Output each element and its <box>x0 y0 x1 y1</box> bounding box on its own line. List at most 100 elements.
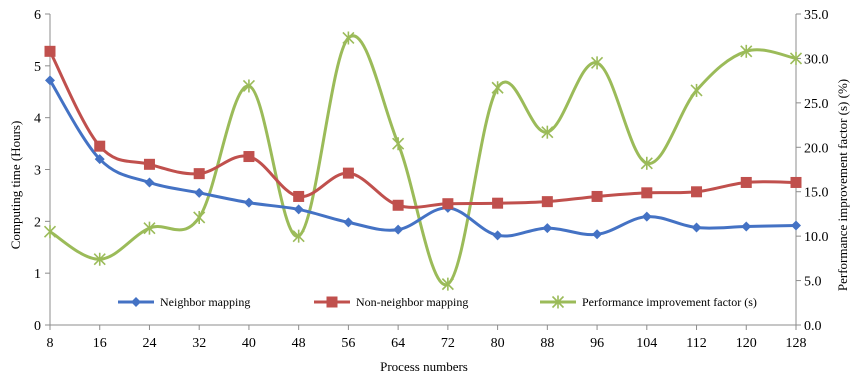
series-line <box>49 34 797 287</box>
data-point <box>343 217 354 228</box>
data-point <box>641 187 653 199</box>
y-tick-label: 2 <box>34 215 41 230</box>
y-tick-label: 3 <box>34 164 41 179</box>
legend-entry: Non-neighbor mapping <box>314 295 468 309</box>
data-point <box>542 223 553 234</box>
data-point <box>691 186 703 198</box>
x-tick-label: 40 <box>242 336 256 351</box>
y2-tick-label: 5.0 <box>804 275 822 290</box>
legend-swatch-marker <box>551 295 565 309</box>
data-point <box>791 220 801 231</box>
legend-swatch-marker <box>131 297 141 307</box>
data-point <box>441 277 454 291</box>
x-tick-label: 120 <box>736 336 757 351</box>
x-tick-label: 80 <box>491 336 505 351</box>
series-line <box>48 79 797 238</box>
data-point <box>293 190 305 202</box>
y-tick-label: 0 <box>34 319 41 334</box>
x-tick-label: 8 <box>47 336 54 351</box>
data-point <box>243 151 255 163</box>
data-point <box>641 211 652 222</box>
data-point <box>342 31 355 45</box>
series-0 <box>45 75 801 241</box>
legend-entry: Neighbor mapping <box>118 295 250 309</box>
legend-entry: Performance improvement factor (s) <box>540 295 757 309</box>
y2-tick-label: 0.0 <box>804 319 822 334</box>
x-tick-label: 32 <box>192 336 206 351</box>
y2-tick-label: 30.0 <box>804 52 829 67</box>
data-point <box>591 56 604 70</box>
y2-axis-label: Performance improvement factor (s) (%) <box>835 79 850 291</box>
data-point <box>789 51 803 65</box>
y2-tick-label: 35.0 <box>804 8 829 23</box>
x-tick-label: 104 <box>636 336 657 351</box>
legend-label: Performance improvement factor (s) <box>582 295 757 309</box>
data-point <box>541 125 554 139</box>
data-point <box>442 198 454 210</box>
data-point <box>242 79 255 93</box>
data-point <box>342 167 354 179</box>
x-tick-label: 96 <box>590 336 604 351</box>
y-tick-label: 4 <box>34 112 41 127</box>
x-tick-label: 56 <box>341 336 355 351</box>
data-point <box>392 199 404 211</box>
data-point <box>243 197 254 208</box>
x-axis-label: Process numbers <box>380 359 468 374</box>
data-point <box>492 197 504 209</box>
y-tick-label: 6 <box>34 8 41 23</box>
data-point <box>94 154 105 165</box>
data-point <box>144 177 155 188</box>
series-layer <box>43 31 803 291</box>
data-point <box>740 44 753 58</box>
data-point <box>193 210 206 224</box>
y-tick-label: 5 <box>34 60 41 75</box>
data-point <box>492 230 503 241</box>
x-tick-label: 48 <box>292 336 306 351</box>
data-point <box>93 252 106 266</box>
data-point <box>194 187 205 198</box>
series-2 <box>43 31 803 291</box>
data-point <box>43 225 57 239</box>
data-point <box>691 222 702 233</box>
data-point <box>541 196 553 208</box>
x-tick-label: 24 <box>142 336 156 351</box>
data-point <box>94 140 106 152</box>
data-point <box>740 176 752 188</box>
data-point <box>741 221 752 232</box>
x-tick-label: 16 <box>93 336 107 351</box>
x-tick-label: 128 <box>786 336 807 351</box>
data-point <box>690 83 703 97</box>
legend: Neighbor mapping Non-neighbor mapping Perf… <box>118 295 757 309</box>
y-axis-label: Computing time (Hours) <box>8 121 23 250</box>
data-point <box>44 45 56 57</box>
data-point <box>143 221 156 235</box>
data-point <box>790 176 802 188</box>
data-point <box>143 158 155 170</box>
data-point <box>393 224 404 235</box>
x-tick-label: 72 <box>441 336 455 351</box>
y2-tick-label: 15.0 <box>804 186 829 201</box>
legend-label: Non-neighbor mapping <box>356 295 468 309</box>
data-point <box>45 75 55 86</box>
data-point <box>293 204 304 215</box>
data-point <box>592 229 603 240</box>
data-point <box>640 156 653 170</box>
series-1 <box>44 45 802 211</box>
x-tick-label: 64 <box>391 336 405 351</box>
y2-tick-label: 20.0 <box>804 141 829 156</box>
data-point <box>491 81 504 95</box>
x-tick-label: 88 <box>540 336 554 351</box>
legend-label: Neighbor mapping <box>160 295 250 309</box>
x-tick-label: 112 <box>686 336 706 351</box>
y2-tick-label: 25.0 <box>804 97 829 112</box>
data-point <box>193 168 205 180</box>
y-tick-label: 1 <box>34 267 41 282</box>
data-point <box>392 137 405 151</box>
y2-tick-label: 10.0 <box>804 230 829 245</box>
legend-swatch-marker <box>326 296 338 308</box>
data-point <box>292 229 305 243</box>
data-point <box>591 190 603 202</box>
series-line <box>48 50 797 209</box>
